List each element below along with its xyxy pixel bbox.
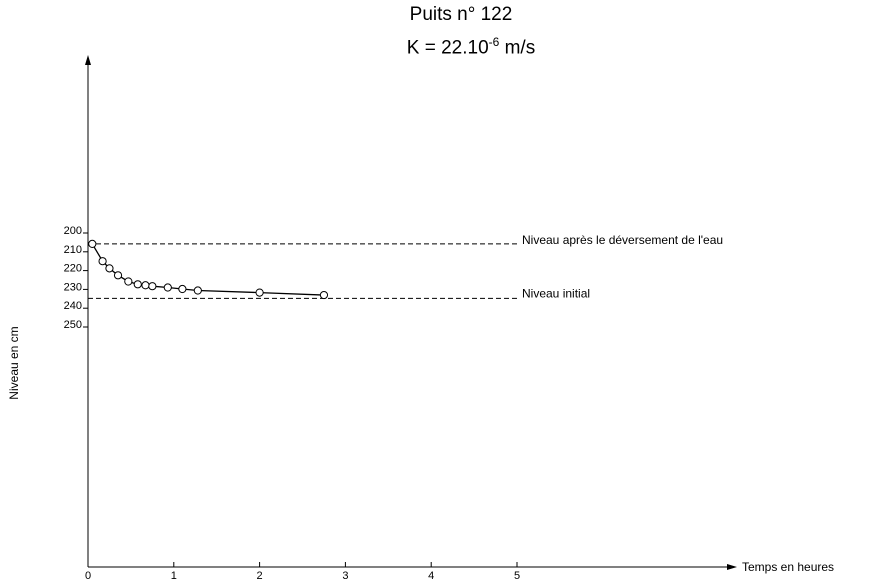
y-tick-label: 220	[64, 263, 82, 275]
series-line	[91, 243, 324, 296]
subtitle-exponent: -6	[488, 35, 500, 49]
data-point	[319, 290, 329, 300]
chart-subtitle: K = 22.10-6 m/s	[30, 35, 882, 59]
data-point	[255, 288, 264, 297]
data-point	[178, 284, 187, 294]
data-point	[98, 257, 107, 266]
x-tick-label: 2	[257, 570, 263, 582]
x-axis-label: Temps en heures	[742, 560, 834, 574]
data-point	[163, 283, 172, 292]
chart-title: Puits n° 122	[409, 4, 513, 25]
y-tick-label: 200	[64, 225, 82, 237]
data-point	[124, 277, 133, 286]
reference-line-label: Niveau initial	[522, 286, 590, 300]
x-tick-label: 1	[171, 570, 177, 582]
y-axis-label: Niveau en cm	[7, 326, 21, 399]
data-point	[148, 282, 157, 291]
data-point	[105, 264, 114, 273]
y-tick-label: 240	[64, 300, 82, 312]
y-axis-arrow	[85, 55, 91, 65]
x-tick-label: 3	[342, 570, 348, 582]
y-tick-label: 230	[64, 281, 82, 293]
x-tick-label: 0	[85, 570, 91, 582]
x-axis-arrow	[727, 564, 737, 570]
subtitle-suffix: m/s	[499, 37, 536, 59]
subtitle-prefix: K = 22.10	[406, 37, 489, 59]
data-point	[141, 281, 150, 290]
data-point	[113, 271, 123, 280]
y-tick-label: 250	[64, 319, 82, 331]
x-tick-label: 4	[428, 570, 434, 582]
y-tick-label: 210	[64, 244, 82, 256]
reference-line-label: Niveau après le déversement de l'eau	[522, 233, 723, 247]
data-point	[133, 280, 142, 289]
x-tick-label: 5	[514, 570, 520, 582]
data-point	[88, 239, 97, 249]
data-point	[193, 286, 202, 295]
